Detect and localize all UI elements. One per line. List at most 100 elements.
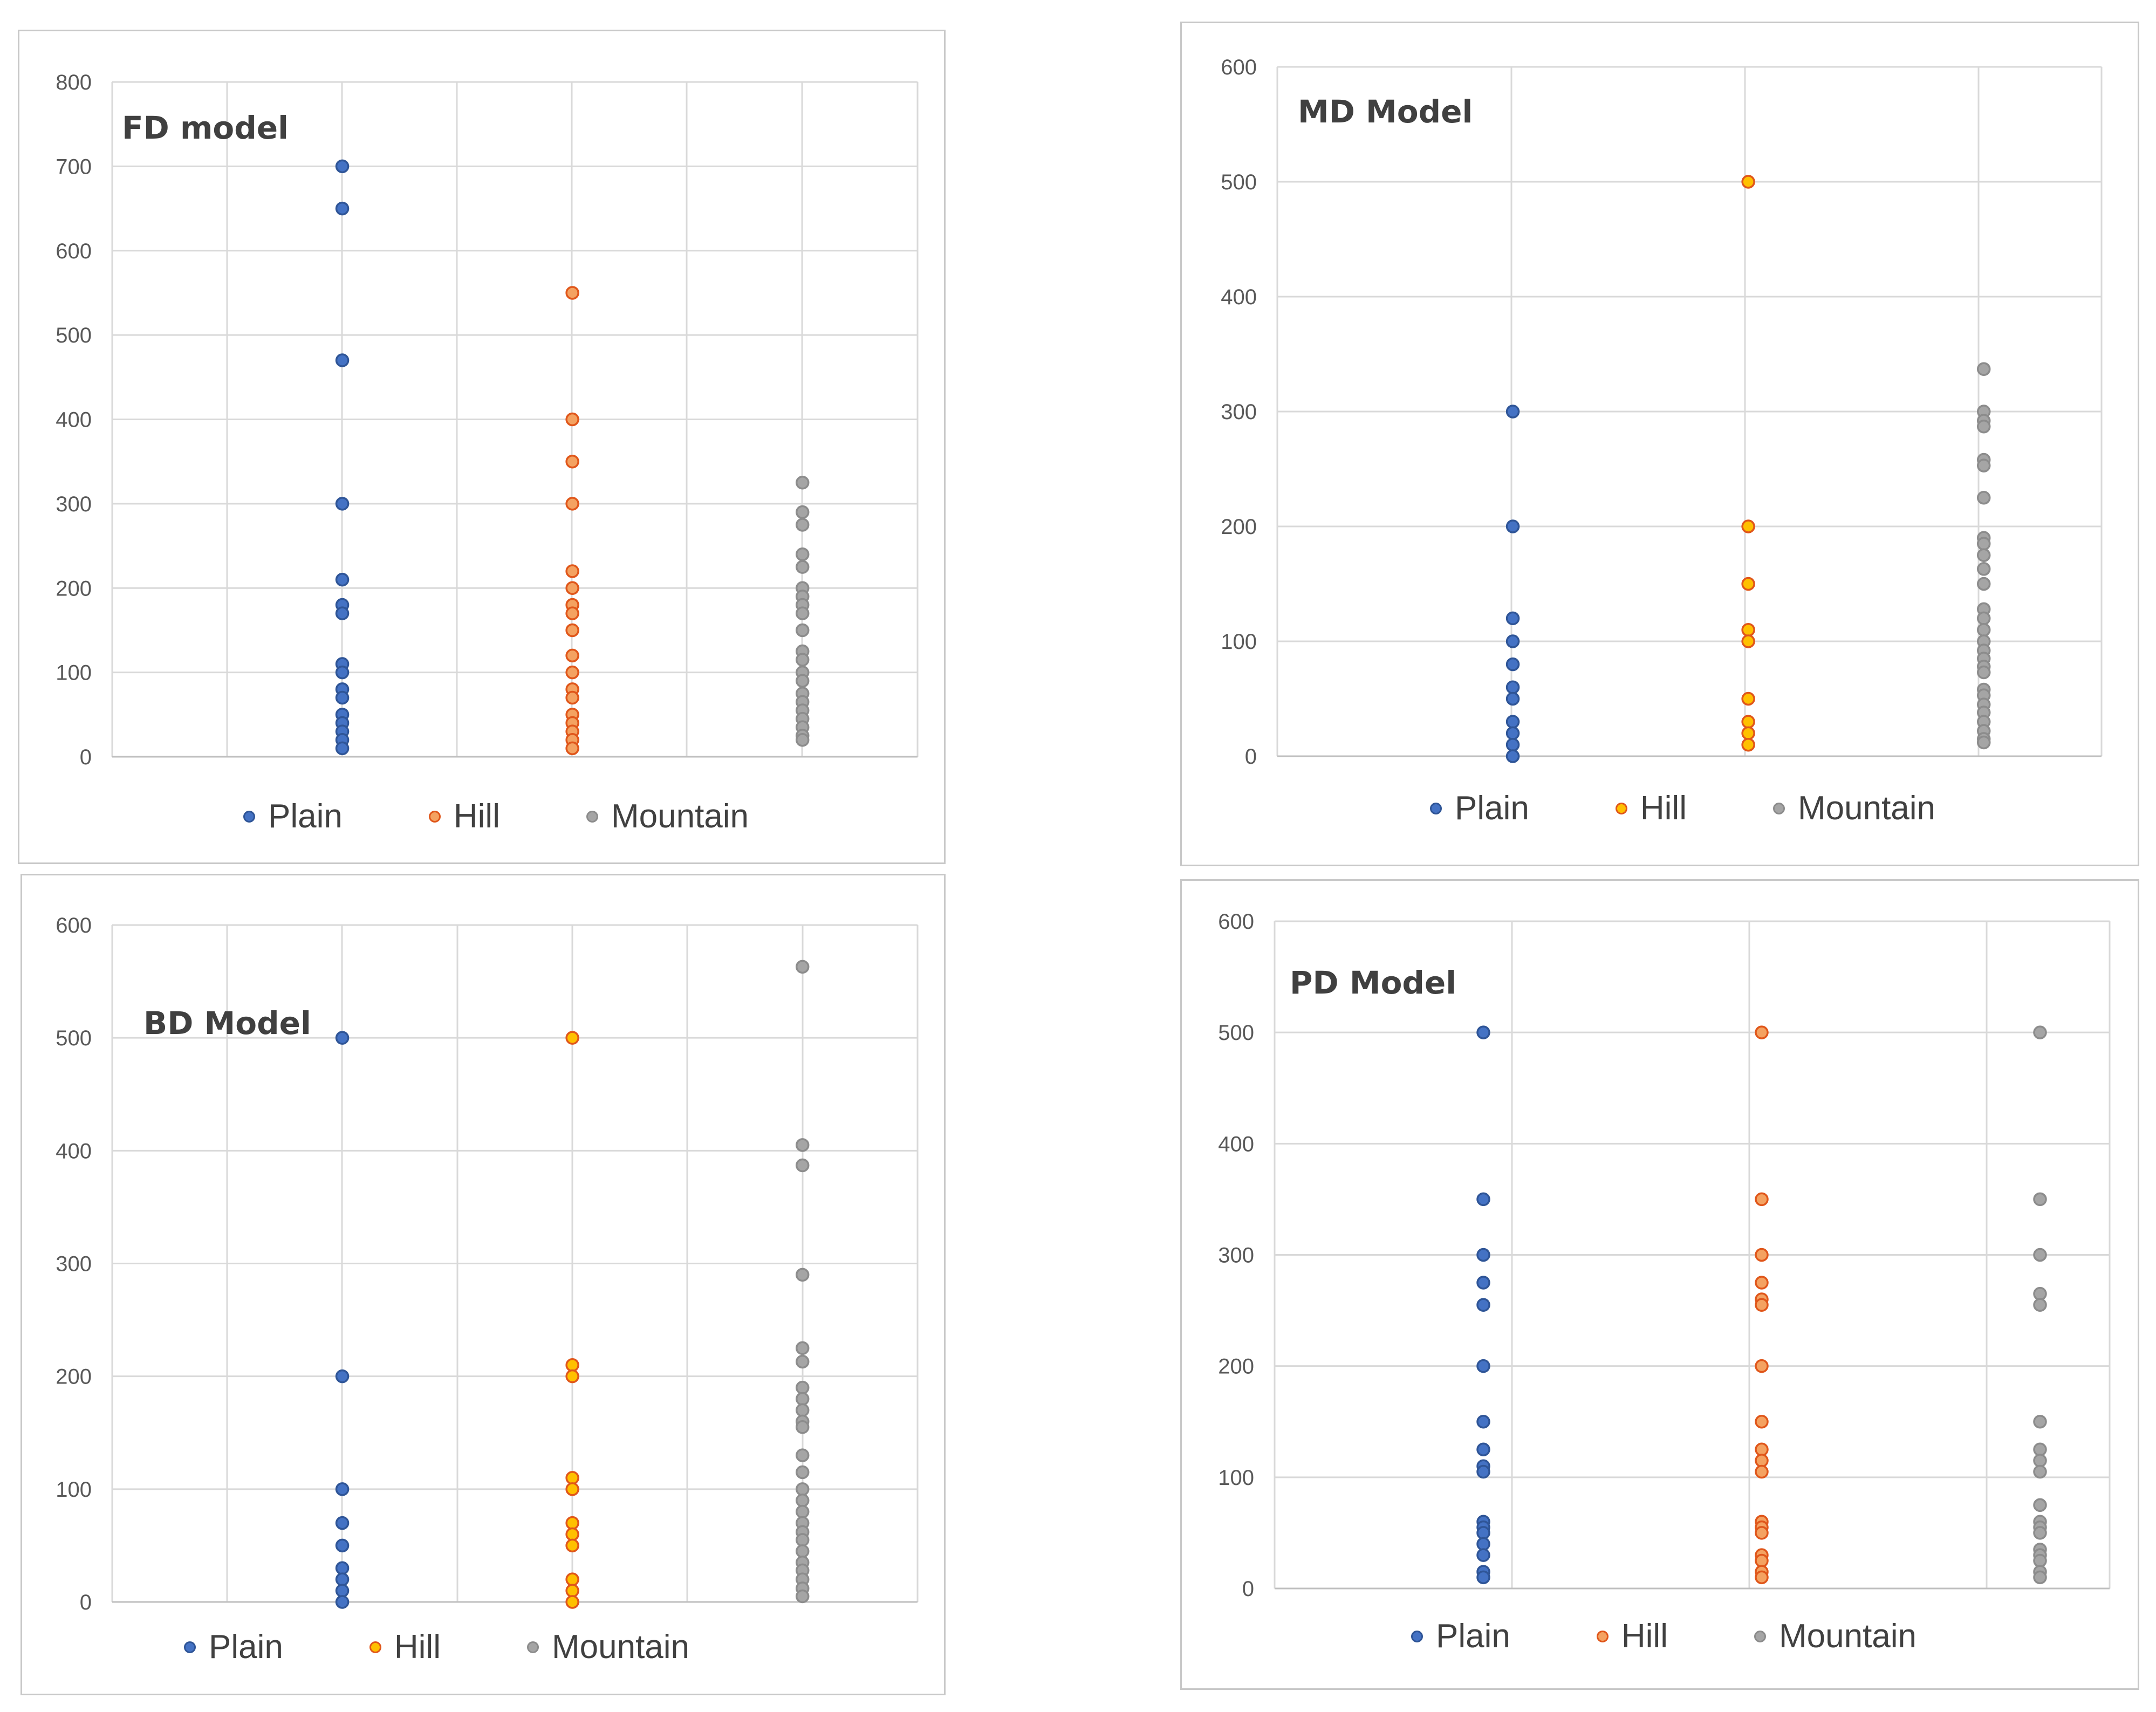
data-point-mountain [2033,1286,2047,1301]
legend-item-hill: Hill [1596,1617,1668,1655]
data-point-mountain [2033,1192,2047,1207]
data-point-plain [335,1595,350,1609]
chart-title: PD Model [1290,964,1457,1001]
data-point-plain [335,1482,350,1496]
data-point-hill [1755,1276,1769,1290]
data-point-mountain [1976,665,1991,680]
data-point-hill [565,497,579,511]
data-point-hill [1741,715,1755,729]
data-point-hill [1741,737,1755,752]
data-point-mountain [2033,1498,2047,1512]
y-tick-label: 600 [56,914,92,937]
data-point-hill [565,606,579,620]
data-point-mountain [795,1158,810,1173]
mountain-marker-icon [526,1641,539,1653]
y-tick-label: 100 [1221,630,1257,654]
y-tick-label: 500 [56,324,92,347]
data-point-hill [1755,1298,1769,1312]
data-point-mountain [2033,1570,2047,1585]
data-point-mountain [795,1392,810,1406]
data-point-hill [1741,577,1755,591]
data-point-mountain [795,547,810,561]
data-point-mountain [795,1138,810,1152]
data-point-hill [1755,1415,1769,1429]
data-point-hill [1755,1526,1769,1540]
data-point-hill [1755,1248,1769,1262]
y-tick-label: 600 [1221,56,1257,79]
data-point-mountain [1976,562,1991,576]
data-point-plain [335,497,350,511]
legend-label: Plain [1455,790,1529,827]
data-point-mountain [795,653,810,667]
data-point-plain [1505,405,1520,419]
data-point-hill [565,1031,579,1045]
data-point-plain [335,201,350,216]
legend-label: Hill [1621,1618,1668,1655]
chart-legend: Plain Hill Mountain [184,1628,689,1666]
data-point-plain [1505,691,1520,706]
data-point-hill [565,1358,579,1372]
y-tick-label: 300 [56,1252,92,1276]
data-point-plain [1505,749,1520,763]
data-point-mountain [1976,611,1991,626]
md-model-plot: 0 100 200 300 400 500 600 [1221,56,2103,769]
plain-marker-icon [1430,802,1442,814]
data-point-mountain [795,623,810,638]
data-point-mountain [1976,491,1991,505]
data-point-mountain [795,1544,810,1558]
data-point-hill [565,690,579,705]
data-point-plain [1505,737,1520,752]
data-point-hill [565,286,579,300]
data-point-hill [565,741,579,756]
data-point-mountain [795,732,810,747]
y-tick-label: 700 [56,155,92,179]
chart-title: FD model [122,109,289,146]
data-point-plain [1476,1359,1490,1373]
data-point-plain [335,159,350,174]
data-point-plain [1505,715,1520,729]
data-point-mountain [1976,458,1991,472]
data-point-plain [335,353,350,367]
y-tick-label: 200 [56,577,92,600]
y-tick-label: 300 [1218,1244,1254,1268]
y-tick-label: 100 [56,661,92,685]
data-point-mountain [2033,1464,2047,1479]
data-point-hill [1755,1553,1769,1568]
legend-item-plain: Plain [243,797,343,836]
legend-item-plain: Plain [184,1628,283,1666]
data-point-plain [1476,1298,1490,1312]
data-point-hill [565,1572,579,1586]
data-point-mountain [795,505,810,519]
y-tick-label: 200 [1218,1355,1254,1379]
data-point-mountain [1976,622,1991,637]
data-point-plain [335,1031,350,1045]
hill-marker-icon [1596,1630,1609,1642]
data-point-mountain [2033,1442,2047,1457]
data-point-plain [1505,726,1520,741]
data-point-mountain [795,1533,810,1547]
chart-legend: Plain Hill Mountain [1411,1617,1917,1655]
data-point-hill [565,648,579,663]
data-point-hill [1741,622,1755,637]
data-point-hill [1755,1464,1769,1479]
y-tick-label: 400 [56,1139,92,1163]
legend-label: Plain [1436,1618,1510,1655]
data-point-hill [565,581,579,595]
y-tick-label: 800 [56,71,92,94]
y-tick-label: 300 [1221,400,1257,424]
data-point-plain [1505,657,1520,672]
hill-marker-icon [428,810,441,823]
data-point-mountain [795,1504,810,1519]
data-point-hill [1741,726,1755,741]
data-point-plain [335,1516,350,1530]
data-point-hill [1755,1442,1769,1457]
data-point-mountain [795,1494,810,1508]
data-point-plain [1505,634,1520,648]
data-point-hill [1755,1025,1769,1039]
data-point-mountain [795,560,810,574]
data-point-hill [565,1538,579,1553]
data-point-hill [1755,1192,1769,1207]
data-point-plain [335,741,350,756]
data-point-plain [1476,1442,1490,1457]
y-tick-label: 500 [56,1026,92,1050]
